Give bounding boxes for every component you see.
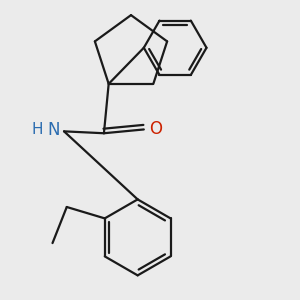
Text: H: H <box>32 122 43 137</box>
Text: N: N <box>48 122 60 140</box>
Text: O: O <box>149 120 163 138</box>
